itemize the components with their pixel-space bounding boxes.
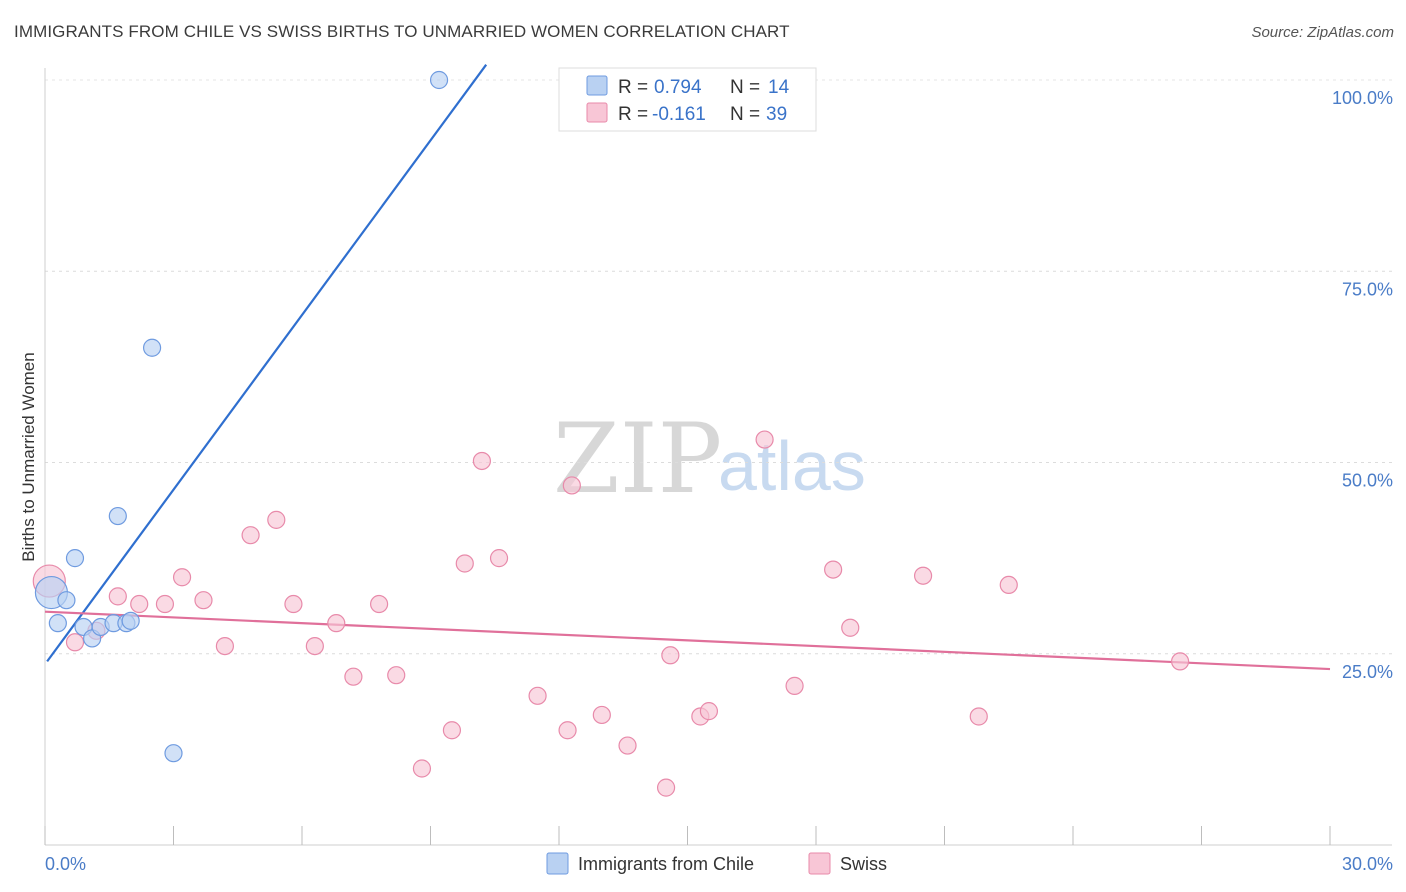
point-swiss: [267, 510, 286, 529]
legend-r-value-chile: 0.794: [654, 77, 702, 98]
legend-r-value-swiss: -0.161: [652, 104, 706, 125]
point-chile: [429, 70, 449, 90]
point-swiss: [344, 667, 363, 686]
point-swiss: [108, 587, 127, 606]
axes: 25.0% 50.0% 75.0% 100.0% 0.0% 30.0%: [44, 68, 1393, 874]
watermark: ZIP atlas: [553, 403, 866, 515]
point-swiss: [562, 476, 581, 495]
point-swiss: [755, 430, 774, 449]
legend-r-label-chile: R =: [618, 77, 648, 98]
point-swiss: [999, 575, 1018, 595]
bottom-legend-label-swiss: Swiss: [840, 854, 887, 874]
trend-line-swiss: [44, 610, 1331, 671]
trend-lines: [44, 64, 1331, 671]
correlation-legend: R = 0.794 N = 14 R = -0.161 N = 39: [558, 67, 817, 132]
point-swiss: [284, 594, 303, 614]
point-swiss: [618, 736, 637, 755]
point-swiss: [194, 591, 213, 610]
gridlines: [45, 79, 1392, 655]
point-swiss: [65, 633, 85, 652]
point-chile: [164, 744, 183, 763]
bottom-legend-swatch-chile: [546, 852, 569, 875]
data-points: [32, 70, 1190, 797]
point-swiss: [442, 721, 462, 740]
point-swiss: [558, 721, 577, 740]
point-swiss: [215, 636, 234, 656]
point-swiss: [305, 636, 324, 656]
point-swiss: [969, 707, 988, 726]
point-chile: [142, 338, 162, 357]
series-legend: Immigrants from Chile Swiss: [546, 852, 887, 875]
point-chile: [121, 611, 140, 630]
point-swiss: [661, 646, 680, 665]
point-swiss: [387, 666, 406, 685]
point-swiss: [841, 618, 860, 637]
point-swiss: [172, 568, 192, 587]
bottom-legend-label-chile: Immigrants from Chile: [578, 854, 754, 874]
point-swiss: [656, 778, 676, 797]
point-swiss: [370, 594, 389, 614]
point-swiss: [592, 705, 611, 725]
point-chile: [108, 506, 127, 526]
point-swiss: [241, 526, 260, 545]
point-swiss: [472, 451, 491, 471]
point-swiss: [699, 702, 719, 721]
watermark-zip: ZIP: [553, 403, 722, 515]
legend-n-value-chile: 14: [768, 77, 790, 98]
point-swiss: [785, 676, 804, 695]
legend-n-label-chile: N =: [730, 77, 760, 98]
y-tick-label: 50.0%: [1342, 471, 1393, 491]
bottom-legend-swatch-swiss: [808, 852, 831, 875]
point-swiss: [1170, 652, 1190, 671]
x-tick-label-min: 0.0%: [45, 854, 86, 874]
y-tick-label: 75.0%: [1342, 279, 1393, 299]
point-swiss: [913, 566, 933, 585]
legend-n-label-swiss: N =: [730, 104, 760, 125]
point-swiss: [824, 560, 843, 579]
trend-line-chile: [46, 64, 488, 663]
legend-n-value-swiss: 39: [766, 104, 787, 125]
y-axis-label: Births to Unmarried Women: [19, 352, 38, 561]
y-tick-label: 25.0%: [1342, 662, 1393, 682]
point-swiss: [130, 594, 149, 614]
point-swiss: [489, 549, 509, 568]
legend-swatch-chile: [586, 75, 608, 96]
chart-title: IMMIGRANTS FROM CHILE VS SWISS BIRTHS TO…: [14, 22, 790, 41]
x-tick-label-max: 30.0%: [1342, 854, 1393, 874]
point-chile: [57, 591, 76, 610]
legend-r-label-swiss: R =: [618, 104, 648, 125]
point-chile: [65, 549, 85, 568]
legend-swatch-swiss: [586, 102, 608, 123]
point-swiss: [455, 554, 474, 573]
point-swiss: [327, 614, 346, 633]
point-swiss: [412, 759, 432, 778]
point-swiss: [155, 594, 175, 614]
watermark-atlas: atlas: [718, 427, 866, 505]
point-swiss: [528, 686, 547, 705]
point-chile: [48, 614, 67, 633]
y-tick-label: 100.0%: [1332, 88, 1393, 108]
chart-source: Source: ZipAtlas.com: [1251, 24, 1394, 41]
